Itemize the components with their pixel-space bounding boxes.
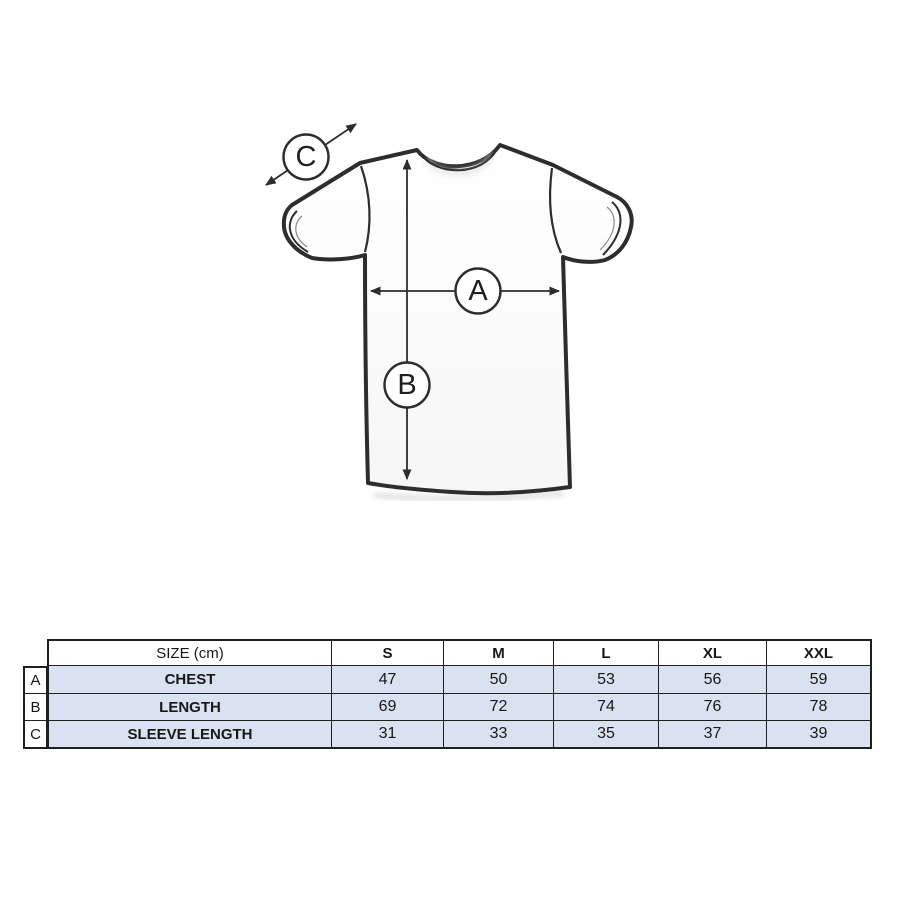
- marker-circle-a: [454, 267, 502, 315]
- hem-shadow: [373, 490, 565, 502]
- tshirt-diagram-svg: C A B: [265, 123, 634, 502]
- measure-name-chest: CHEST: [47, 666, 332, 694]
- table-header-m: M: [444, 639, 554, 666]
- table-header-size: SIZE (cm): [47, 639, 332, 666]
- table-header-xxl: XXL: [767, 639, 872, 666]
- measure-name-length: LENGTH: [47, 694, 332, 721]
- row-label-c: C: [23, 721, 47, 749]
- marker-circle-b: [383, 361, 431, 409]
- value-chest-m: 50: [444, 666, 554, 694]
- right-armhole-seam: [549, 167, 563, 254]
- table-header-xl: XL: [659, 639, 767, 666]
- measure-name-sleeve-length: SLEEVE LENGTH: [47, 721, 332, 749]
- value-chest-xxl: 59: [767, 666, 872, 694]
- measure-marker-c: C: [282, 133, 330, 181]
- marker-circle-c: [282, 133, 330, 181]
- measure-marker-b: B: [383, 361, 431, 409]
- value-chest-xl: 56: [659, 666, 767, 694]
- value-length-m: 72: [444, 694, 554, 721]
- row-label-b: B: [23, 694, 47, 721]
- left-cuff-hem-line: [295, 215, 308, 248]
- value-sleeve-m: 33: [444, 721, 554, 749]
- table-corner-blank: [23, 639, 47, 666]
- marker-letter-a: A: [468, 275, 488, 307]
- value-sleeve-s: 31: [332, 721, 444, 749]
- left-cuff-inner-line: [288, 210, 309, 253]
- value-length-xl: 76: [659, 694, 767, 721]
- marker-letter-b: B: [397, 369, 416, 401]
- value-length-l: 74: [554, 694, 659, 721]
- size-table: SIZE (cm) S M L XL XXL A CHEST 47 50 53 …: [23, 639, 872, 749]
- value-sleeve-xl: 37: [659, 721, 767, 749]
- value-sleeve-xxl: 39: [767, 721, 872, 749]
- measure-marker-a: A: [454, 267, 502, 315]
- marker-letter-c: C: [296, 141, 317, 173]
- value-chest-l: 53: [554, 666, 659, 694]
- right-cuff-inner-line: [602, 201, 622, 256]
- table-header-l: L: [554, 639, 659, 666]
- back-neck-line: [432, 156, 492, 171]
- value-sleeve-l: 35: [554, 721, 659, 749]
- value-length-xxl: 78: [767, 694, 872, 721]
- row-label-a: A: [23, 666, 47, 694]
- table-header-s: S: [332, 639, 444, 666]
- value-chest-s: 47: [332, 666, 444, 694]
- tshirt-outline: [281, 143, 634, 496]
- value-length-s: 69: [332, 694, 444, 721]
- left-armhole-seam: [359, 165, 371, 253]
- right-cuff-hem-line: [599, 206, 615, 251]
